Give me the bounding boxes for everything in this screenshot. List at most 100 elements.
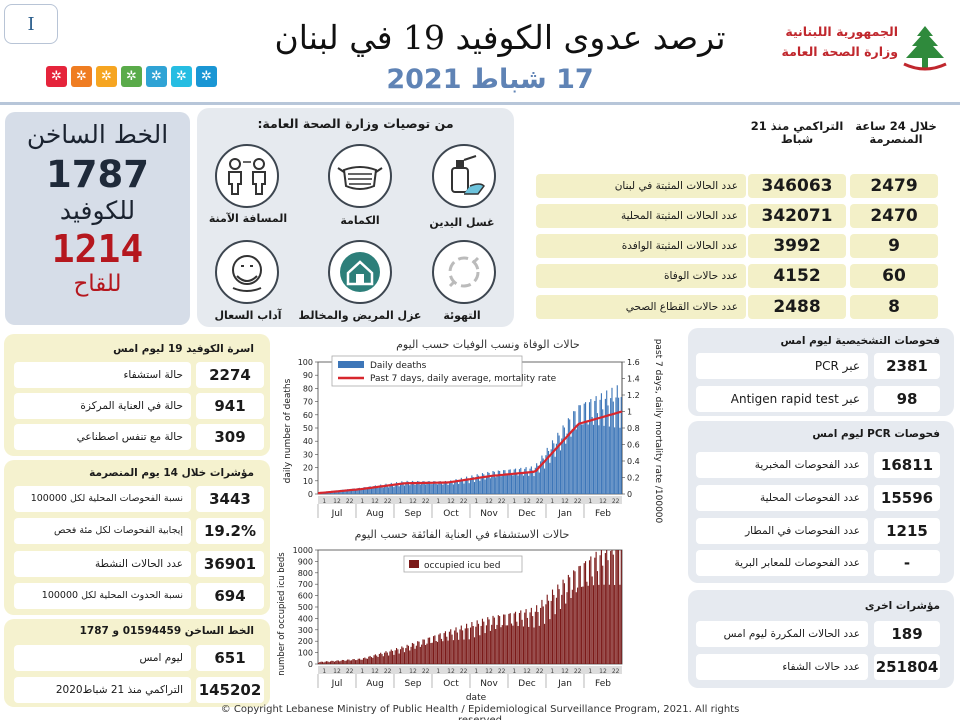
bar (384, 484, 386, 494)
bar (562, 579, 564, 664)
y2-tick-label: 0 (627, 490, 632, 499)
bar (386, 484, 388, 494)
other-row-label: عدد حالات الشفاء (696, 654, 868, 680)
bar (405, 482, 407, 494)
chart-title: حالات الوفاة ونسب الوفيات حسب اليوم (396, 338, 580, 351)
bar (567, 418, 569, 494)
bar (403, 652, 406, 664)
bar (411, 480, 413, 494)
bar (575, 429, 577, 494)
recommendations-title: من توصيات وزارة الصحة العامة: (257, 116, 454, 131)
bar (509, 613, 511, 664)
x-month-label: Sep (405, 509, 422, 519)
hotline-calls-title: الخط الساخن 01594459 و 1787 (79, 625, 254, 637)
summary-row-24h: 8 (850, 295, 938, 319)
bar (431, 484, 433, 494)
x-day-tick-label: 12 (371, 668, 379, 675)
bar (463, 639, 465, 664)
bar (340, 660, 342, 664)
x-day-tick-label: 22 (346, 498, 354, 505)
bar (366, 658, 369, 664)
bar (450, 480, 452, 494)
legend-label-mortality: Past 7 days, daily average, mortality ra… (370, 374, 557, 384)
other-row-value: 189 (874, 621, 940, 647)
bar (472, 477, 474, 494)
bar (470, 627, 472, 664)
bar (318, 662, 320, 664)
bar (332, 660, 334, 664)
x-month-label: Jul (331, 679, 343, 689)
summary-row-cumulative: 3992 (748, 234, 846, 258)
x-day-tick-label: 12 (447, 498, 455, 505)
bar (368, 656, 370, 664)
bar (369, 655, 371, 664)
bar (436, 484, 439, 494)
bar (401, 481, 403, 494)
y-tick-label: 60 (303, 411, 313, 420)
social-distance-icon (215, 144, 279, 208)
bar (557, 584, 559, 664)
bar (551, 589, 554, 664)
bar (380, 652, 382, 664)
bar (358, 658, 361, 664)
y-tick-label: 40 (303, 437, 313, 446)
bar (353, 659, 355, 664)
bar (492, 615, 494, 664)
bar (455, 479, 457, 494)
y-tick-label: 80 (303, 384, 313, 393)
bar (496, 475, 498, 494)
recommendations-panel: من توصيات وزارة الصحة العامة: غسل اليدين… (197, 108, 514, 327)
bar (401, 646, 403, 664)
bar (351, 489, 353, 494)
y-tick-label: 500 (298, 603, 313, 612)
y2-tick-label: 1.4 (627, 375, 640, 384)
bar (410, 483, 412, 494)
bar (517, 626, 519, 664)
bar (493, 471, 495, 494)
bar (382, 656, 384, 664)
bar (407, 481, 410, 494)
x-day-tick-label: 22 (384, 668, 392, 675)
bar (468, 483, 470, 494)
bar (470, 477, 472, 494)
bar (405, 648, 407, 664)
bar (340, 490, 342, 494)
bar (365, 488, 367, 494)
bar (532, 470, 534, 494)
y-tick-label: 400 (298, 614, 313, 623)
bar (452, 484, 454, 494)
y-tick-label: 50 (303, 424, 313, 433)
bar (567, 574, 569, 664)
summary-row-cumulative: 4152 (748, 264, 846, 288)
ministry-line2: وزارة الصحة العامة (781, 44, 898, 59)
bar (448, 631, 450, 664)
header-divider (0, 102, 960, 105)
bar (487, 617, 489, 664)
bar (467, 628, 469, 664)
bar (464, 478, 466, 494)
bar (388, 655, 390, 664)
bar (407, 645, 410, 664)
bar (333, 661, 335, 664)
bar (436, 641, 439, 664)
bar (429, 637, 431, 664)
bar (378, 653, 380, 664)
x-day-tick-label: 1 (436, 498, 440, 505)
bar (320, 661, 322, 664)
indicator-row-label: نسبة الحدوث المحلية لكل 100000 (14, 583, 191, 609)
y-tick-label: 300 (298, 626, 313, 635)
bar (513, 469, 515, 494)
bar (475, 626, 477, 664)
bar (459, 479, 461, 494)
bar (537, 465, 539, 494)
bar (616, 385, 618, 494)
bar (520, 610, 522, 664)
bar (476, 474, 478, 494)
bar (392, 650, 394, 664)
bar (377, 487, 379, 494)
bar (402, 647, 404, 664)
bar (390, 482, 392, 494)
pcr-row-label: عدد الفحوصات المحلية (696, 485, 868, 511)
bar (460, 625, 462, 664)
bar (479, 635, 481, 664)
